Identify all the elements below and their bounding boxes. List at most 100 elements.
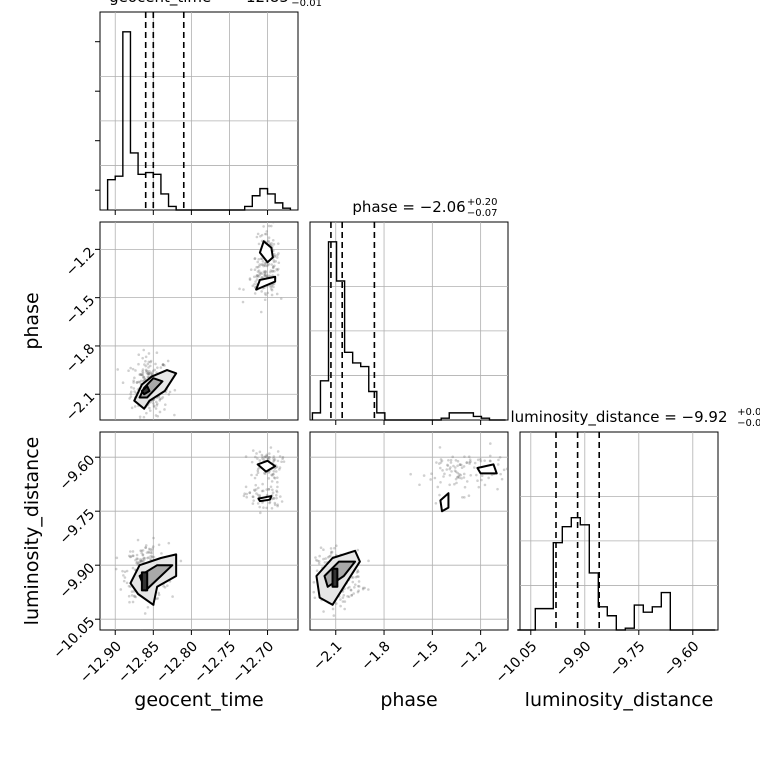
scatter-point [347, 595, 351, 599]
scatter-point [263, 455, 267, 458]
scatter-point [261, 260, 265, 263]
scatter-point [349, 588, 353, 592]
scatter-point [488, 454, 492, 458]
scatter-point [154, 407, 158, 410]
scatter-point [322, 610, 325, 613]
scatter-point [453, 469, 457, 473]
scatter-point [256, 274, 259, 278]
scatter-point [263, 292, 267, 295]
scatter-point [314, 558, 318, 562]
scatter-point [272, 265, 275, 269]
scatter-point [456, 464, 459, 468]
scatter-point [318, 554, 321, 558]
scatter-point [276, 476, 279, 479]
scatter-point [257, 486, 260, 490]
scatter-point [138, 373, 141, 376]
scatter-points-geocent_time-luminosity_distance [114, 446, 286, 630]
scatter-point [356, 570, 360, 573]
scatter-point [149, 359, 153, 363]
scatter-point [147, 372, 151, 375]
scatter-point [483, 459, 486, 462]
scatter-point [477, 485, 481, 489]
scatter-point [273, 501, 277, 505]
scatter-point [458, 472, 461, 476]
scatter-point [326, 555, 330, 559]
scatter-point [465, 461, 469, 465]
scatter-point [144, 546, 148, 549]
scatter-point [147, 550, 150, 554]
scatter-point [167, 393, 171, 396]
scatter-point [150, 372, 153, 376]
scatter-point [263, 274, 267, 277]
scatter-point [244, 485, 248, 489]
scatter-point [259, 257, 263, 261]
scatter-point [255, 265, 258, 269]
scatter-point [472, 466, 476, 469]
y-axis-label-luminosity_distance: luminosity_distance [21, 437, 43, 626]
scatter-point [272, 457, 275, 460]
scatter-point [276, 268, 279, 272]
scatter-point [147, 556, 150, 559]
scatter-point [276, 504, 279, 508]
scatter-point [273, 503, 277, 507]
scatter-point [136, 563, 140, 566]
scatter-point [322, 548, 325, 552]
scatter-point [272, 455, 276, 458]
scatter-point [154, 400, 158, 404]
scatter-point [144, 546, 147, 549]
scatter-point [467, 455, 471, 458]
scatter-point [330, 550, 333, 554]
scatter-point [128, 600, 131, 604]
scatter-point [275, 493, 278, 497]
scatter-point [253, 292, 257, 295]
scatter-point [328, 555, 331, 558]
scatter-point [317, 560, 321, 563]
scatter-point [153, 368, 157, 372]
scatter-point [128, 397, 131, 400]
y-tick-label: −9.90 [57, 560, 99, 602]
scatter-point [267, 477, 271, 480]
scatter-point [460, 463, 463, 467]
scatter-point [267, 239, 270, 243]
y-tick-label: −10.05 [50, 614, 98, 662]
scatter-point [143, 556, 146, 560]
scatter-point [479, 459, 483, 463]
x-tick-label: −9.90 [553, 638, 595, 680]
panel-title-phase: phase = −2.06 [352, 198, 465, 216]
scatter-point [123, 576, 127, 579]
scatter-point [461, 495, 464, 499]
scatter-point [163, 364, 166, 367]
scatter-point [144, 544, 148, 547]
scatter-point [430, 472, 433, 476]
scatter-point [262, 506, 265, 509]
scatter-point [256, 457, 259, 460]
scatter-point [460, 466, 464, 470]
scatter-point [278, 455, 282, 458]
scatter-point [135, 561, 138, 565]
scatter-point [270, 474, 274, 477]
title-sub: −0.07 [467, 208, 498, 219]
scatter-point [496, 463, 500, 466]
scatter-point [263, 472, 267, 475]
scatter-point [258, 494, 262, 497]
scatter-point [249, 268, 253, 271]
scatter-point [256, 265, 260, 269]
scatter-point [438, 446, 442, 449]
scatter-point [454, 458, 458, 462]
scatter-point [278, 468, 281, 471]
x-tick-label: −1.5 [407, 638, 442, 673]
title-sup: +0.06 [737, 407, 760, 418]
scatter-point [502, 468, 506, 472]
scatter-point [357, 589, 360, 593]
scatter-point [335, 544, 338, 548]
scatter-point [434, 501, 438, 505]
scatter-point [269, 485, 273, 489]
scatter-point [363, 586, 366, 590]
contour-level [140, 571, 149, 592]
scatter-point [354, 575, 358, 579]
scatter-point [263, 232, 267, 236]
scatter-point [255, 452, 258, 455]
scatter-point [143, 612, 147, 615]
scatter-point [151, 547, 154, 550]
scatter-point [271, 270, 274, 273]
